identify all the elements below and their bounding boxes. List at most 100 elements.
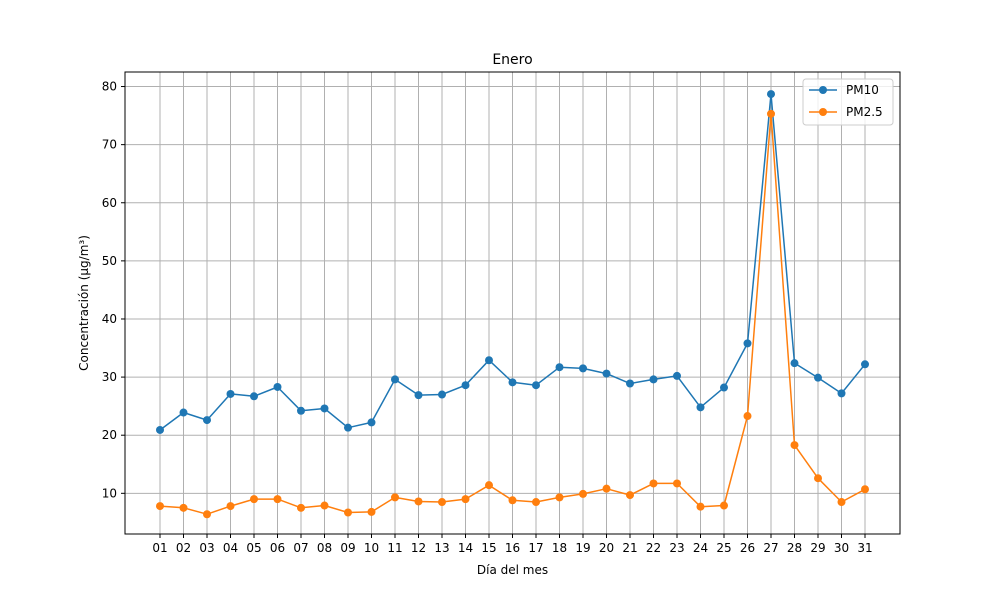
- data-point: [743, 412, 752, 421]
- legend-entry-pm25: PM2.5: [809, 105, 883, 119]
- x-axis-label: Día del mes: [477, 563, 548, 577]
- data-point: [720, 383, 728, 392]
- data-point: [602, 369, 611, 378]
- data-point: [156, 425, 164, 434]
- data-point: [532, 381, 540, 390]
- data-point: [320, 404, 329, 413]
- data-point: [344, 423, 352, 432]
- data-point: [461, 381, 470, 390]
- y-tick-label: 50: [102, 254, 117, 268]
- x-tick-label: 16: [505, 541, 520, 555]
- x-axis-ticks: 01 02 03 04 05 06 07 08 09 10 11 12 13 14 15 16 17 18 19 20…: [152, 534, 873, 555]
- data-point: [602, 484, 611, 493]
- series-pm25: [156, 109, 869, 519]
- legend-marker-pm10: [819, 86, 827, 94]
- x-tick-label: 11: [387, 541, 402, 555]
- data-point: [861, 360, 869, 369]
- x-tick-label: 15: [481, 541, 496, 555]
- data-point: [579, 489, 587, 498]
- legend: PM10 PM2.5: [802, 78, 894, 126]
- x-tick-label: 10: [364, 541, 379, 555]
- data-point: [814, 474, 822, 483]
- x-tick-label: 29: [810, 541, 825, 555]
- legend-label-pm10: PM10: [846, 83, 879, 97]
- data-point: [814, 373, 822, 382]
- data-point: [790, 441, 799, 450]
- series-layer: [156, 90, 869, 519]
- data-point: [250, 392, 258, 401]
- y-tick-label: 60: [102, 196, 117, 210]
- x-tick-label: 02: [176, 541, 191, 555]
- x-tick-label: 24: [693, 541, 708, 555]
- x-tick-label: 23: [669, 541, 684, 555]
- data-point: [203, 510, 211, 519]
- x-tick-label: 09: [340, 541, 355, 555]
- x-tick-label: 31: [857, 541, 872, 555]
- data-point: [720, 501, 728, 510]
- data-point: [767, 109, 775, 118]
- y-tick-label: 40: [102, 312, 117, 326]
- data-point: [391, 493, 399, 502]
- chart-title: Enero: [492, 52, 532, 68]
- x-tick-label: 13: [434, 541, 449, 555]
- data-point: [438, 390, 446, 399]
- x-tick-label: 03: [199, 541, 214, 555]
- data-point: [203, 416, 211, 425]
- legend-entry-pm10: PM10: [809, 83, 879, 97]
- data-point: [673, 479, 681, 488]
- data-point: [626, 491, 634, 500]
- x-tick-label: 27: [763, 541, 778, 555]
- data-point: [508, 496, 517, 505]
- x-tick-label: 25: [716, 541, 731, 555]
- x-tick-label: 30: [834, 541, 849, 555]
- data-point: [767, 90, 775, 99]
- data-point: [179, 503, 188, 512]
- x-tick-label: 18: [552, 541, 567, 555]
- series-pm10: [156, 90, 869, 434]
- data-point: [837, 498, 846, 507]
- x-tick-label: 17: [528, 541, 543, 555]
- data-point: [485, 481, 493, 490]
- data-point: [649, 479, 658, 488]
- y-axis-ticks: 10 20 30 40 50 60 70 80: [102, 80, 125, 500]
- x-tick-label: 12: [411, 541, 426, 555]
- data-point: [297, 503, 305, 512]
- legend-marker-pm25: [819, 108, 827, 116]
- data-point: [438, 498, 446, 507]
- data-point: [344, 508, 352, 517]
- y-tick-label: 20: [102, 428, 117, 442]
- x-tick-label: 01: [152, 541, 167, 555]
- x-tick-label: 22: [646, 541, 661, 555]
- data-point: [414, 497, 423, 506]
- data-point: [579, 364, 587, 373]
- x-tick-label: 07: [293, 541, 308, 555]
- legend-label-pm25: PM2.5: [846, 105, 883, 119]
- data-point: [837, 389, 846, 398]
- x-tick-label: 05: [246, 541, 261, 555]
- x-tick-label: 14: [458, 541, 473, 555]
- data-point: [743, 339, 752, 348]
- data-point: [696, 502, 705, 511]
- data-point: [320, 501, 329, 510]
- data-point: [156, 502, 164, 511]
- data-point: [367, 507, 376, 516]
- y-tick-label: 80: [102, 80, 117, 94]
- data-point: [391, 375, 399, 384]
- data-point: [626, 379, 634, 388]
- data-point: [673, 371, 681, 380]
- x-tick-label: 04: [223, 541, 238, 555]
- data-point: [226, 389, 235, 398]
- data-point: [696, 403, 705, 412]
- data-point: [485, 356, 493, 365]
- x-tick-label: 19: [575, 541, 590, 555]
- data-point: [508, 378, 517, 387]
- data-point: [414, 391, 423, 400]
- x-tick-label: 26: [740, 541, 755, 555]
- x-tick-label: 21: [622, 541, 637, 555]
- data-point: [555, 493, 564, 502]
- data-point: [367, 418, 376, 427]
- y-axis-label: Concentración (µg/m³): [77, 235, 91, 371]
- data-point: [273, 495, 282, 504]
- data-point: [532, 498, 540, 507]
